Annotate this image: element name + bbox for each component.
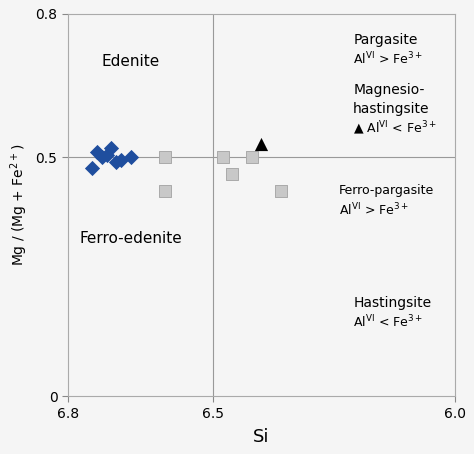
Text: Hastingsite: Hastingsite bbox=[353, 296, 431, 310]
Point bbox=[108, 144, 115, 151]
Point bbox=[88, 164, 96, 172]
Point bbox=[219, 153, 227, 161]
Point bbox=[98, 153, 106, 161]
Point bbox=[228, 170, 236, 178]
Point bbox=[117, 156, 125, 163]
Point bbox=[248, 153, 255, 161]
Point bbox=[161, 187, 168, 194]
Y-axis label: Mg / (Mg + Fe$^{\mathregular{2+}}$): Mg / (Mg + Fe$^{\mathregular{2+}}$) bbox=[9, 144, 30, 266]
Point bbox=[103, 151, 110, 158]
Point bbox=[112, 158, 120, 166]
X-axis label: Si: Si bbox=[253, 428, 270, 446]
Point bbox=[127, 153, 135, 161]
Text: Ferro-edenite: Ferro-edenite bbox=[79, 231, 182, 246]
Text: hastingsite: hastingsite bbox=[353, 103, 429, 117]
Text: ▲ Al$^{\mathregular{VI}}$ < Fe$^{\mathregular{3+}}$: ▲ Al$^{\mathregular{VI}}$ < Fe$^{\mathre… bbox=[353, 120, 437, 138]
Text: Magnesio-: Magnesio- bbox=[353, 84, 425, 97]
Text: Al$^{\mathregular{VI}}$ > Fe$^{\mathregular{3+}}$: Al$^{\mathregular{VI}}$ > Fe$^{\mathregu… bbox=[353, 51, 423, 68]
Text: Edenite: Edenite bbox=[101, 54, 160, 69]
Text: Pargasite: Pargasite bbox=[353, 33, 418, 47]
Point bbox=[161, 153, 168, 161]
Text: Al$^{\mathregular{VI}}$ > Fe$^{\mathregular{3+}}$: Al$^{\mathregular{VI}}$ > Fe$^{\mathregu… bbox=[338, 202, 409, 218]
Point bbox=[93, 149, 100, 156]
Point bbox=[277, 187, 284, 194]
Point bbox=[257, 140, 265, 148]
Text: Ferro-pargasite: Ferro-pargasite bbox=[338, 184, 434, 197]
Text: Al$^{\mathregular{VI}}$ < Fe$^{\mathregular{3+}}$: Al$^{\mathregular{VI}}$ < Fe$^{\mathregu… bbox=[353, 314, 423, 331]
